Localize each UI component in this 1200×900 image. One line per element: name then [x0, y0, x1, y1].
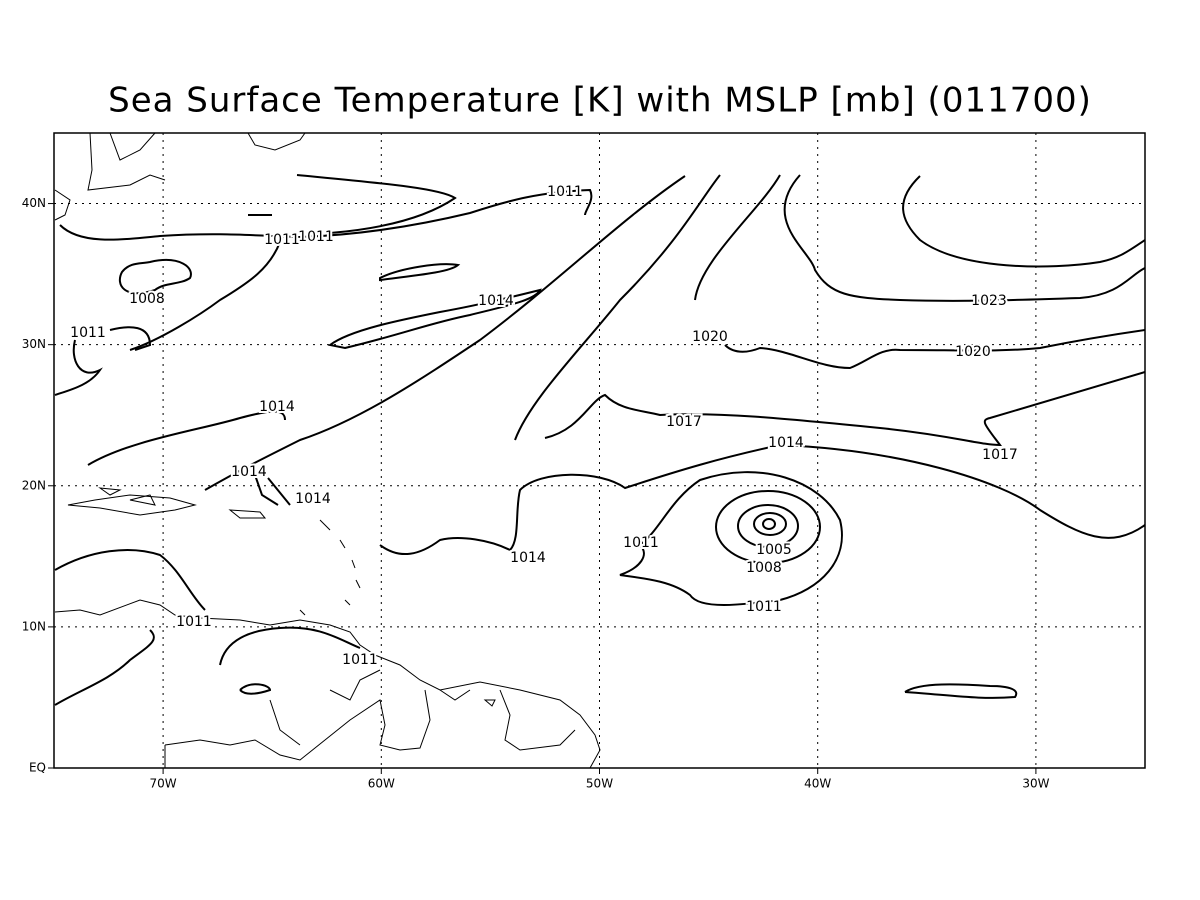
contour: [783, 174, 1146, 302]
y-tick-label: 40N: [22, 196, 46, 210]
contour-label: 1011: [264, 232, 300, 248]
y-tick-label: 20N: [22, 478, 46, 492]
coastline: [299, 519, 361, 616]
contour-label: 1020: [955, 344, 991, 360]
contour-labels: 1011 1011 1011 1008 1011 1014 1020 1023 …: [68, 182, 1020, 670]
contour: [87, 410, 286, 466]
contour: [619, 471, 843, 606]
contour: [904, 683, 1018, 699]
contour-label: 1014: [259, 399, 295, 415]
axis-ticks: 70W 60W 50W 40W 30W EQ 10N 20N 30N 40N: [22, 196, 1050, 790]
y-tick-label: 10N: [22, 619, 46, 633]
contour-label: 1011: [176, 614, 212, 630]
x-tick-label: 30W: [1022, 777, 1049, 791]
contour: [109, 326, 152, 351]
contour-label: 1005: [756, 542, 792, 558]
contour-label: 1011: [623, 535, 659, 551]
contour: [762, 518, 776, 530]
contour-label: 1011: [547, 184, 583, 200]
contour: [379, 443, 1146, 556]
x-tick-label: 50W: [586, 777, 613, 791]
contour-label: 1020: [692, 329, 728, 345]
contour: [54, 339, 103, 396]
contour: [254, 474, 291, 506]
contour: [54, 626, 361, 706]
coastlines: [54, 132, 601, 769]
coastline: [54, 132, 306, 221]
coastline: [54, 599, 601, 769]
contour-label: 1011: [298, 229, 334, 245]
contour-label: 1014: [478, 293, 514, 309]
grid: [54, 133, 1145, 769]
contour: [694, 174, 781, 301]
pressure-contours: [54, 174, 1146, 706]
contour-label: 1014: [510, 550, 546, 566]
contour-label: 1023: [971, 293, 1007, 309]
contour: [379, 263, 461, 282]
contour: [204, 175, 686, 491]
contour-label: 1014: [768, 435, 804, 451]
contour-label: 1014: [231, 464, 267, 480]
map-title: Sea Surface Temperature [K] with MSLP [m…: [108, 81, 1092, 121]
contour-label: 1017: [982, 447, 1018, 463]
contour-label: 1011: [70, 325, 106, 341]
contour: [715, 490, 821, 564]
contour: [737, 504, 799, 548]
contour: [902, 175, 1146, 268]
contour: [54, 549, 206, 611]
contour-label: 1011: [342, 652, 378, 668]
contour: [753, 512, 787, 536]
y-tick-label: EQ: [29, 761, 46, 775]
contour: [327, 288, 542, 350]
coastline: [164, 669, 576, 768]
x-tick-label: 70W: [150, 777, 177, 791]
contour: [514, 174, 721, 441]
contour: [296, 174, 457, 234]
coastline: [67, 487, 267, 519]
contour: [59, 188, 593, 241]
x-tick-label: 40W: [804, 777, 831, 791]
contour: [544, 371, 1146, 447]
contour-label: 1014: [295, 491, 331, 507]
contour: [724, 329, 1146, 370]
x-tick-label: 60W: [368, 777, 395, 791]
contour-label: 1011: [746, 599, 782, 615]
contour-label: 1017: [666, 414, 702, 430]
y-tick-label: 30N: [22, 337, 46, 351]
contour: [129, 241, 281, 351]
contour: [118, 259, 192, 295]
contour-label: 1008: [129, 291, 165, 307]
contour-label: 1008: [746, 560, 782, 576]
